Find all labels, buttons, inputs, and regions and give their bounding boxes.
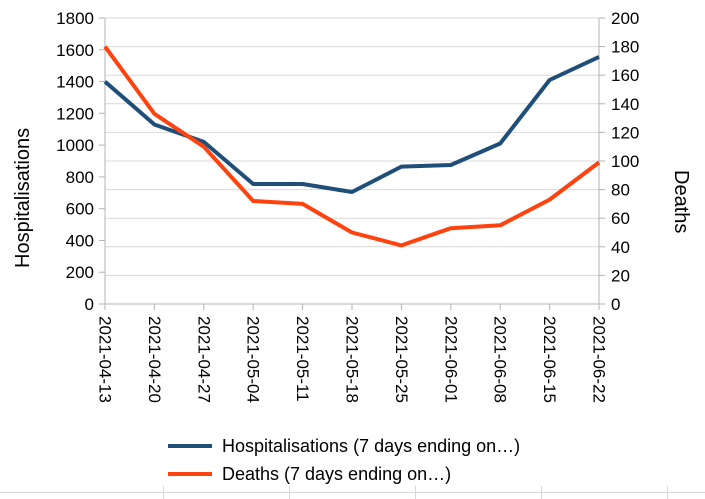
right-axis-tick-label: 100 <box>611 152 639 171</box>
right-axis-tick-label: 40 <box>611 238 630 257</box>
legend: Hospitalisations (7 days ending on…) Dea… <box>168 434 520 486</box>
spreadsheet-row-border <box>0 492 705 493</box>
deaths-line-swatch <box>168 472 212 476</box>
left-axis-tick-label: 1000 <box>56 136 94 155</box>
left-axis-tick-label: 1800 <box>56 9 94 28</box>
right-axis-tick-label: 140 <box>611 95 639 114</box>
right-axis-tick-label: 200 <box>611 9 639 28</box>
right-axis-tick-label: 0 <box>611 295 620 314</box>
x-axis-date-label: 2021-06-08 <box>491 316 510 403</box>
left-axis-tick-label: 1200 <box>56 104 94 123</box>
right-axis-tick-label: 80 <box>611 181 630 200</box>
spreadsheet-column-border <box>163 486 164 499</box>
left-axis-tick-label: 400 <box>66 231 94 250</box>
spreadsheet-column-border <box>667 486 668 499</box>
legend-label-deaths: Deaths (7 days ending on…) <box>222 463 452 484</box>
legend-item-deaths: Deaths (7 days ending on…) <box>168 462 520 486</box>
right-axis-tick-label: 20 <box>611 266 630 285</box>
left-axis-title: Hospitalisations <box>12 127 34 268</box>
right-axis-title: Deaths <box>670 170 692 234</box>
legend-item-hospitalisations: Hospitalisations (7 days ending on…) <box>168 434 520 458</box>
x-axis-date-label: 2021-04-27 <box>194 316 213 403</box>
x-axis-date-label: 2021-06-15 <box>540 316 559 403</box>
legend-label-hospitalisations: Hospitalisations (7 days ending on…) <box>222 435 521 456</box>
right-axis-tick-label: 180 <box>611 38 639 57</box>
x-axis-date-label: 2021-05-18 <box>343 316 362 403</box>
x-axis-date-label: 2021-05-04 <box>244 316 263 403</box>
x-axis-date-label: 2021-04-20 <box>145 316 164 403</box>
x-axis-date-label: 2021-04-13 <box>96 316 115 403</box>
left-axis-tick-label: 200 <box>66 263 94 282</box>
left-axis-tick-label: 0 <box>85 295 94 314</box>
series-line-hospitalisations <box>103 55 600 194</box>
x-axis-date-label: 2021-05-25 <box>392 316 411 403</box>
right-axis-tick-label: 160 <box>611 66 639 85</box>
spreadsheet-column-border <box>541 486 542 499</box>
left-axis-tick-label: 600 <box>66 200 94 219</box>
left-axis-tick-label: 1600 <box>56 41 94 60</box>
hospitalisations-line-swatch <box>168 444 212 448</box>
left-axis-tick-label: 1400 <box>56 73 94 92</box>
spreadsheet-column-border <box>415 486 416 499</box>
left-axis-tick-label: 800 <box>66 168 94 187</box>
right-axis-tick-label: 60 <box>611 209 630 228</box>
x-axis-date-label: 2021-06-22 <box>590 316 609 403</box>
right-axis-tick-label: 120 <box>611 123 639 142</box>
x-axis-date-label: 2021-06-01 <box>441 316 460 403</box>
series-line-deaths <box>103 45 601 248</box>
x-axis-date-label: 2021-05-11 <box>293 316 312 402</box>
spreadsheet-column-border <box>289 486 290 499</box>
